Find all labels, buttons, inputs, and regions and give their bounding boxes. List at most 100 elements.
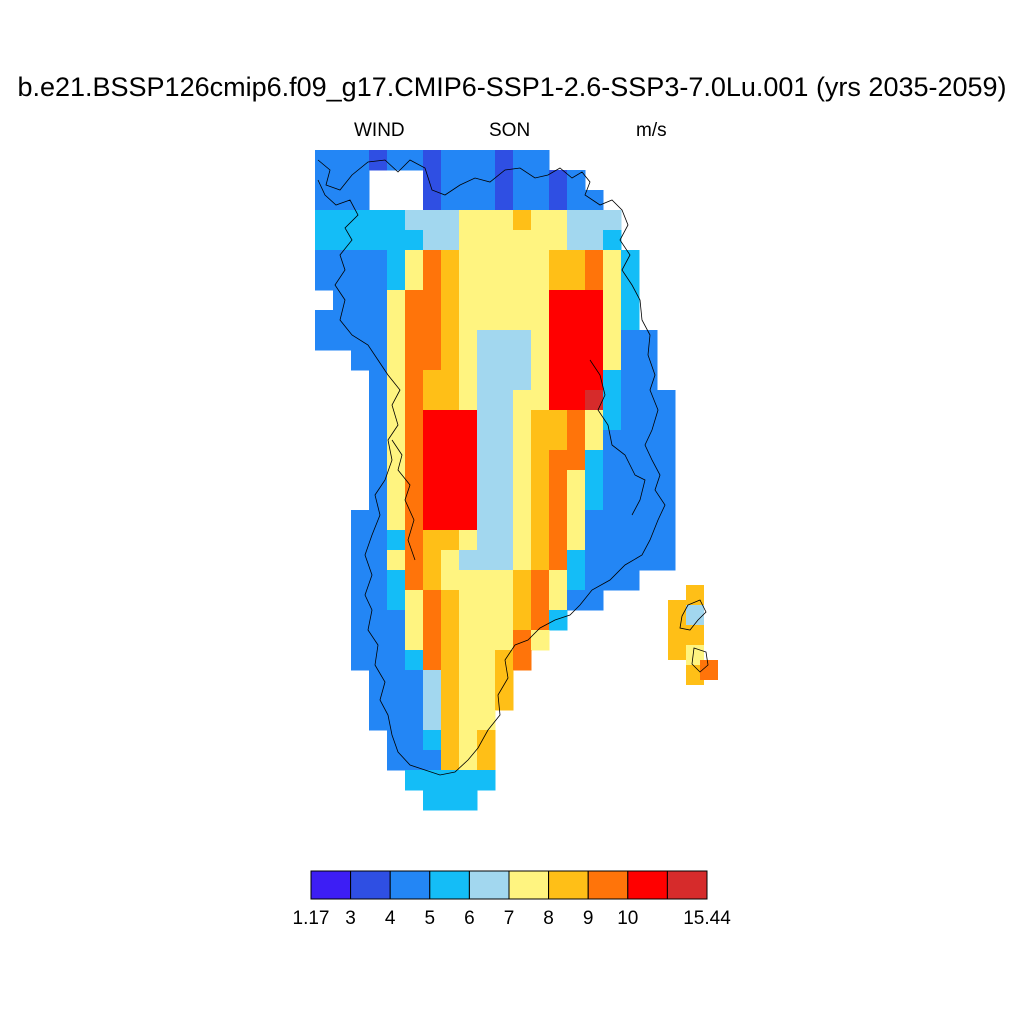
grid-cell <box>459 530 478 551</box>
grid-cell <box>513 510 532 531</box>
grid-cell <box>603 430 622 451</box>
grid-cell <box>531 150 550 171</box>
colorbar-box <box>350 870 391 900</box>
grid-cell <box>585 350 604 371</box>
grid-cell <box>657 430 676 451</box>
grid-cell <box>351 510 370 531</box>
grid-cell <box>549 570 568 591</box>
grid-cell <box>513 210 532 231</box>
grid-cell <box>603 310 622 331</box>
grid-cell <box>459 470 478 491</box>
grid-cell <box>621 550 640 571</box>
grid-cell <box>387 650 406 671</box>
grid-cell <box>459 690 478 711</box>
grid-cell <box>513 430 532 451</box>
grid-cell <box>387 510 406 531</box>
grid-cell <box>477 650 496 671</box>
grid-cell <box>459 310 478 331</box>
grid-cell <box>495 510 514 531</box>
grid-cell <box>387 470 406 491</box>
grid-cell <box>531 530 550 551</box>
grid-cell <box>477 370 496 391</box>
grid-cell <box>513 290 532 311</box>
grid-cell <box>657 530 676 551</box>
colorbar-box <box>666 870 708 900</box>
grid-cell <box>567 190 586 211</box>
grid-cell <box>333 230 352 251</box>
grid-cell <box>315 250 334 271</box>
grid-cell <box>333 210 352 231</box>
grid-cell <box>387 450 406 471</box>
grid-cell <box>423 150 442 171</box>
grid-cell <box>495 450 514 471</box>
grid-cell <box>513 370 532 391</box>
grid-cell <box>441 570 460 591</box>
grid-cell <box>657 490 676 511</box>
grid-cell <box>603 210 622 231</box>
grid-cell <box>621 490 640 511</box>
grid-cell <box>549 190 568 211</box>
colorbar-label: 1.17 <box>293 908 330 929</box>
grid-cell <box>315 210 334 231</box>
grid-cell <box>513 350 532 371</box>
grid-cell <box>549 530 568 551</box>
grid-cell <box>423 310 442 331</box>
grid-cell <box>387 330 406 351</box>
grid-cell <box>621 290 640 311</box>
grid-cell <box>351 530 370 551</box>
grid-cell <box>441 230 460 251</box>
grid-cell <box>477 410 496 431</box>
grid-cell <box>459 230 478 251</box>
grid-cell <box>513 490 532 511</box>
grid-cell <box>369 650 388 671</box>
grid-cell <box>567 510 586 531</box>
grid-cell <box>513 270 532 291</box>
grid-cell <box>351 350 370 371</box>
grid-cell <box>513 390 532 411</box>
grid-cell <box>441 790 460 811</box>
grid-cell <box>477 210 496 231</box>
grid-cell <box>351 150 370 171</box>
grid-cell <box>495 410 514 431</box>
grid-cell <box>495 630 514 651</box>
grid-cell <box>495 290 514 311</box>
colorbar-label: 15.44 <box>683 908 731 929</box>
grid-cell <box>531 450 550 471</box>
grid-cell <box>495 310 514 331</box>
colorbar-label: 8 <box>543 908 554 929</box>
grid-cell <box>423 410 442 431</box>
colorbar-label: 9 <box>583 908 594 929</box>
grid-cell <box>441 350 460 371</box>
grid-cell <box>459 730 478 751</box>
grid-cell <box>549 230 568 251</box>
grid-cell <box>423 390 442 411</box>
grid-cell <box>567 590 586 611</box>
grid-cell <box>513 170 532 191</box>
grid-cell <box>567 230 586 251</box>
grid-cell <box>513 410 532 431</box>
grid-cell <box>459 510 478 531</box>
grid-cell <box>585 470 604 491</box>
grid-cell <box>531 630 550 651</box>
grid-cell <box>459 610 478 631</box>
grid-cell <box>585 230 604 251</box>
grid-cell <box>459 210 478 231</box>
grid-cell <box>567 170 586 191</box>
grid-cell <box>441 490 460 511</box>
grid-cell <box>405 550 424 571</box>
grid-cell <box>369 590 388 611</box>
grid-cell <box>441 730 460 751</box>
grid-cell <box>423 730 442 751</box>
grid-cell <box>477 450 496 471</box>
grid-cell <box>387 370 406 391</box>
grid-cell <box>387 690 406 711</box>
grid-cell <box>441 170 460 191</box>
coastline <box>317 159 709 776</box>
grid-cell <box>585 370 604 391</box>
grid-cell <box>459 370 478 391</box>
grid-cell <box>585 570 604 591</box>
grid-cell <box>351 310 370 331</box>
grid-cell <box>441 650 460 671</box>
grid-cell <box>387 630 406 651</box>
grid-cell <box>441 330 460 351</box>
